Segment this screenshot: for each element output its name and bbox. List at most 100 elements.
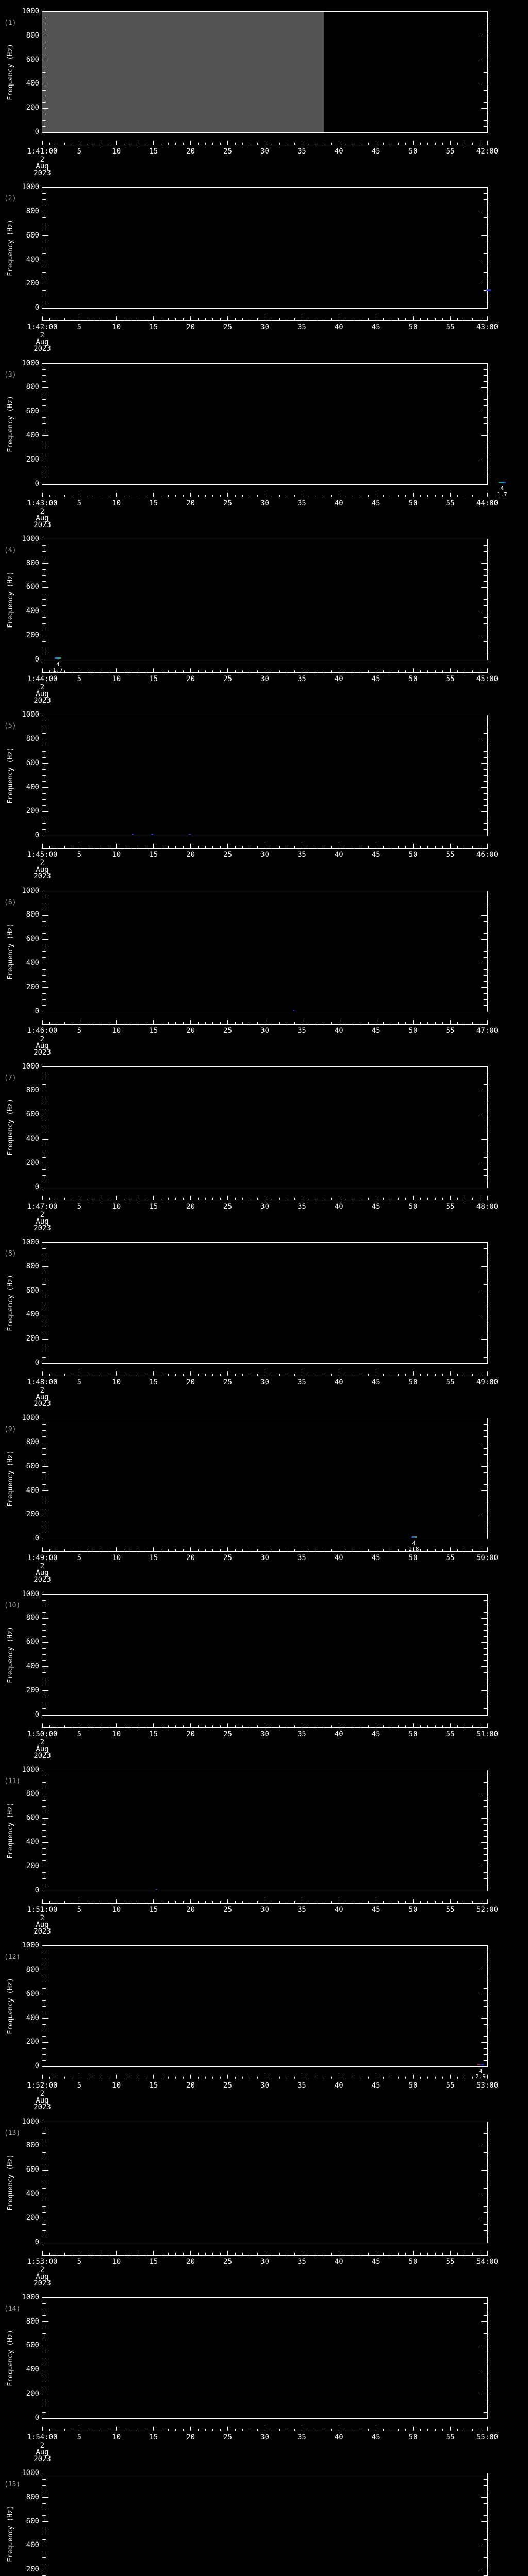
x-tick — [457, 318, 458, 321]
x-tick-label: 40 — [334, 147, 343, 156]
y-tick — [42, 405, 46, 406]
x-tick — [64, 2252, 65, 2255]
y-tick — [42, 375, 46, 376]
y-tick — [481, 987, 487, 988]
x-tick — [383, 1549, 384, 1552]
y-tick — [42, 751, 46, 752]
y-tick — [42, 975, 46, 976]
x-tick — [472, 494, 473, 497]
x-tick — [153, 668, 154, 672]
x-tick — [183, 2252, 184, 2255]
y-tick — [481, 387, 487, 388]
y-tick — [481, 2170, 487, 2171]
y-tick — [42, 1988, 46, 1989]
y-tick-label: 1000 — [22, 2469, 39, 2478]
x-tick — [116, 1899, 117, 1903]
x-tick — [457, 1197, 458, 1200]
x-tick-label: 15 — [149, 1554, 158, 1563]
x-tick — [175, 1374, 176, 1376]
x-tick — [205, 2077, 206, 2079]
y-tick-label: 800 — [26, 1965, 39, 1974]
x-tick — [450, 668, 451, 672]
y-tick — [42, 2054, 46, 2055]
x-tick — [279, 1197, 280, 1200]
x-tick — [331, 2252, 332, 2255]
x-tick-label: 5 — [77, 851, 82, 859]
x-tick-label: 50 — [408, 1554, 418, 1563]
x-tick — [279, 318, 280, 321]
y-tick-label: 400 — [26, 2365, 39, 2374]
y-tick-label: 200 — [26, 807, 39, 816]
y-tick — [42, 733, 46, 734]
y-tick — [484, 1084, 487, 1086]
x-tick-label: 35 — [297, 851, 306, 859]
y-tick — [42, 914, 48, 916]
x-tick — [457, 1901, 458, 1903]
panel-index-label: (3) — [4, 370, 16, 379]
y-tick — [42, 435, 48, 436]
x-tick — [235, 1022, 236, 1024]
x-tick-label: 35 — [297, 1026, 306, 1035]
x-tick — [398, 1022, 399, 1024]
y-tick — [484, 1175, 487, 1176]
x-tick-label: 45 — [371, 2081, 381, 2090]
event-marker — [498, 481, 506, 483]
x-tick — [235, 1901, 236, 1903]
y-tick-label: 200 — [26, 2565, 39, 2574]
x-tick-label: 40 — [334, 2433, 343, 2442]
y-tick-label: 200 — [26, 1510, 39, 1519]
y-tick — [484, 102, 487, 103]
y-tick — [42, 1248, 46, 1249]
event-marker — [411, 1536, 417, 1538]
y-tick — [42, 793, 46, 794]
x-tick — [205, 846, 206, 849]
x-tick — [205, 318, 206, 321]
y-tick — [42, 1084, 46, 1086]
y-tick — [42, 1782, 46, 1783]
y-tick — [42, 1266, 48, 1267]
y-tick — [484, 381, 487, 382]
y-tick — [42, 1175, 46, 1176]
x-tick — [153, 2250, 154, 2255]
y-tick — [42, 290, 46, 291]
x-tick-label: 25 — [223, 2081, 233, 2090]
x-tick — [442, 494, 443, 497]
x-tick-label: 55 — [446, 323, 455, 332]
x-tick — [442, 1197, 443, 1200]
x-tick — [116, 844, 117, 849]
y-tick — [42, 1624, 46, 1625]
x-tick-label: 55 — [446, 499, 455, 507]
event-marker — [132, 834, 134, 835]
x-tick-label: 15 — [149, 323, 158, 332]
y-tick-label: 0 — [35, 655, 39, 664]
x-tick — [227, 1547, 228, 1552]
x-tick — [487, 1723, 488, 1727]
y-tick-label: 1000 — [22, 7, 39, 15]
y-tick — [42, 1654, 46, 1655]
x-tick-label: 25 — [223, 2433, 233, 2442]
y-tick — [42, 933, 46, 934]
x-tick — [175, 2077, 176, 2079]
x-tick — [197, 1901, 199, 1903]
x-tick — [398, 2428, 399, 2431]
y-tick — [484, 2054, 487, 2055]
plot-area — [42, 11, 488, 133]
x-tick — [42, 1371, 43, 1376]
x-tick-label: 50 — [408, 2433, 418, 2442]
y-tick — [42, 1848, 46, 1849]
y-tick — [484, 272, 487, 273]
x-tick — [412, 2250, 414, 2255]
date-label-line: Aug — [36, 689, 49, 698]
x-tick — [472, 1901, 473, 1903]
y-tick — [42, 1999, 46, 2001]
y-axis-title: Frequency (Hz) — [7, 1450, 15, 1507]
x-tick-label: 35 — [297, 674, 306, 683]
y-axis-title: Frequency (Hz) — [7, 1626, 15, 1683]
spectrogram-panel: (8) Frequency (Hz) 0 200 400 600 800 1000 1:48:0… — [0, 1231, 528, 1408]
x-tick — [183, 1725, 184, 1727]
y-tick-label: 0 — [35, 1182, 39, 1191]
y-tick — [484, 975, 487, 976]
y-tick — [42, 2321, 48, 2323]
x-tick — [279, 1374, 280, 1376]
x-tick-label: 35 — [297, 147, 306, 156]
